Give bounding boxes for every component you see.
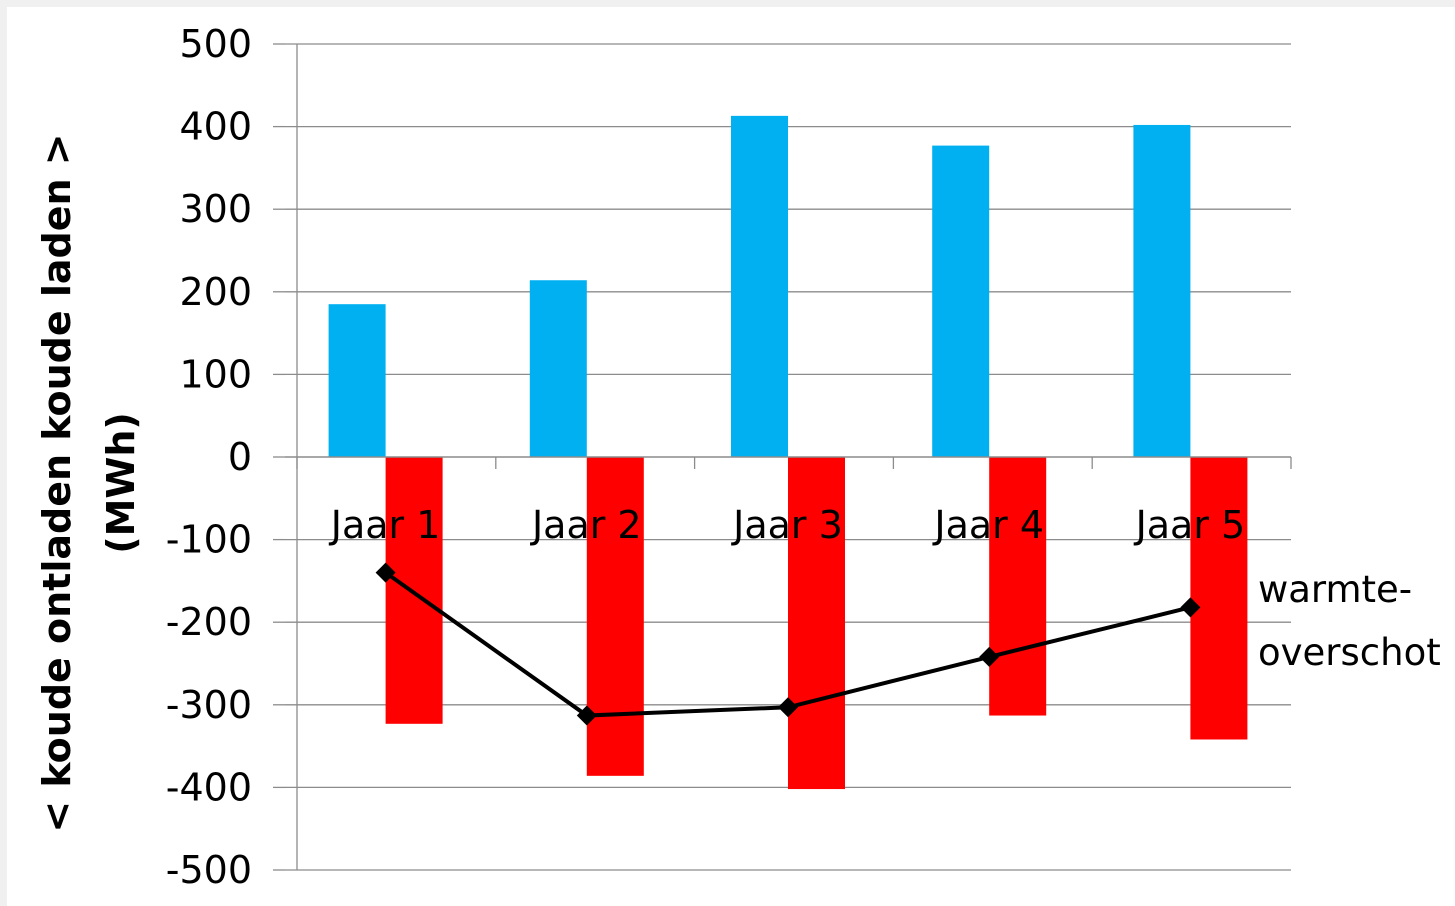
- y-tick-label: 500: [179, 22, 252, 66]
- category-label: Jaar 2: [530, 503, 642, 547]
- frame-border-top: [0, 0, 1455, 7]
- frame-border-left: [0, 0, 7, 906]
- category-label: Jaar 4: [932, 503, 1044, 547]
- line-series: [375, 562, 1201, 726]
- bar-negative: [989, 457, 1047, 716]
- bar-positive: [529, 280, 587, 457]
- category-label: Jaar 5: [1134, 503, 1246, 547]
- bars: [328, 115, 1248, 790]
- line-marker: [979, 646, 1000, 667]
- bar-positive: [731, 115, 788, 457]
- y-tick-label: -200: [166, 600, 252, 644]
- y-tick-label: 200: [179, 270, 252, 314]
- bar-positive: [932, 145, 990, 457]
- y-tick-label: -400: [166, 765, 252, 809]
- y-tick-label: 300: [179, 187, 252, 231]
- bar-negative: [788, 457, 845, 790]
- bar-positive: [1133, 124, 1191, 457]
- bar-negative: [586, 457, 644, 776]
- y-tick-label: 100: [179, 352, 252, 396]
- axes: [285, 44, 1292, 870]
- y-axis-title-line2: (MWh): [99, 412, 143, 554]
- y-tick-label: -100: [166, 518, 252, 562]
- category-label: Jaar 1: [329, 503, 441, 547]
- y-tick-label: 0: [228, 435, 252, 479]
- line-marker: [778, 697, 798, 718]
- line-marker: [375, 562, 396, 583]
- annotation-line2: overschot: [1258, 631, 1441, 674]
- category-labels: Jaar 1 Jaar 2 Jaar 3 Jaar 4 Jaar 5: [329, 503, 1245, 547]
- bar-negative: [1190, 457, 1248, 740]
- category-label: Jaar 3: [731, 503, 843, 547]
- annotation-line1: warmte-: [1258, 568, 1412, 611]
- y-tick-label: -300: [166, 683, 252, 727]
- line-marker: [1180, 597, 1201, 618]
- line-marker: [576, 705, 597, 726]
- y-tick-label: -500: [166, 848, 252, 892]
- bar-positive: [328, 304, 386, 457]
- y-tick-labels: 500 400 300 200 100 0 -100 -200 -300 -400 -500: [166, 22, 252, 892]
- y-axis-title-line1: < koude ontladen koude laden >: [35, 133, 79, 832]
- y-tick-label: 400: [179, 105, 252, 149]
- bar-negative: [385, 457, 443, 724]
